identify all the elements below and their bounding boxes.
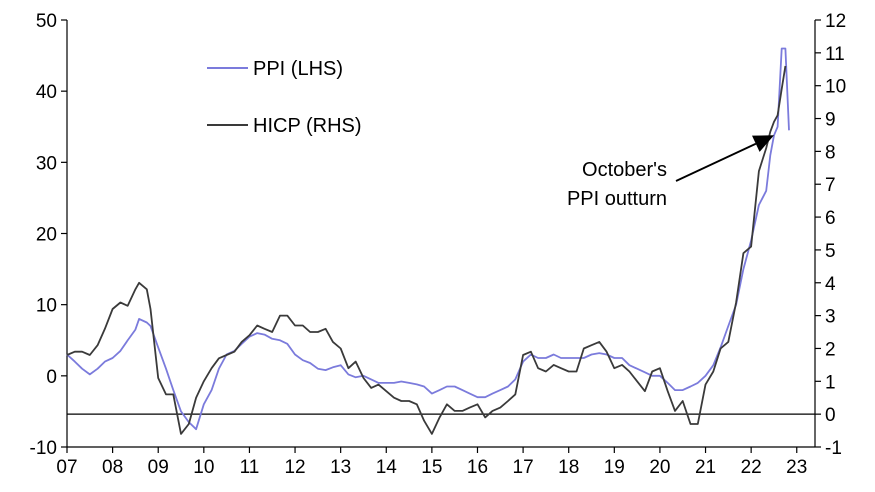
x-tick-label: 16 [467, 457, 488, 478]
hicp-series-line [66, 65, 787, 435]
x-tick-label: 18 [558, 457, 579, 478]
x-tick-label: 10 [193, 457, 214, 478]
x-tick-label: 23 [786, 457, 807, 478]
right-tick-label: 4 [825, 274, 836, 295]
right-tick-label: 6 [825, 208, 836, 229]
x-tick-label: 08 [102, 457, 123, 478]
right-tick-label: 8 [825, 142, 836, 163]
annotation-arrow-head [752, 135, 774, 152]
left-tick-label: -10 [30, 438, 57, 459]
left-tick-label: 30 [36, 153, 57, 174]
legend-label-hicp: HICP (RHS) [253, 115, 362, 137]
left-axis-ticks: -10 0 10 20 30 40 50 [30, 11, 67, 459]
series-layer [66, 47, 790, 435]
chart-frame [66, 20, 816, 448]
x-tick-label: 15 [421, 457, 442, 478]
x-tick-label: 14 [376, 457, 398, 478]
ppi-series-line [66, 47, 790, 431]
x-tick-label: 22 [741, 457, 762, 478]
x-tick-label: 12 [284, 457, 305, 478]
annotation-arrow-shaft [675, 142, 757, 182]
annotation-text-line-2: PPI outturn [567, 188, 667, 210]
right-tick-label: -1 [825, 438, 842, 459]
legend-label-ppi: PPI (LHS) [253, 58, 343, 80]
left-tick-label: 20 [36, 225, 57, 246]
right-tick-label: 0 [825, 405, 836, 426]
right-tick-label: 5 [825, 241, 836, 262]
annotation-text-line-1: October's [582, 159, 667, 181]
right-tick-label: 10 [825, 77, 846, 98]
x-tick-label: 13 [330, 457, 351, 478]
x-tick-label: 17 [513, 457, 534, 478]
right-tick-label: 7 [825, 175, 836, 196]
left-tick-label: 10 [36, 296, 57, 317]
x-tick-label: 11 [240, 457, 260, 478]
right-tick-label: 12 [825, 11, 846, 32]
x-tick-label: 09 [148, 457, 169, 478]
right-tick-label: 9 [825, 110, 836, 131]
annotation: October's PPI outturn [567, 135, 774, 210]
x-tick-label: 20 [649, 457, 670, 478]
right-tick-label: 2 [825, 339, 836, 360]
x-tick-label: 19 [604, 457, 625, 478]
right-tick-label: 11 [825, 44, 845, 65]
x-tick-label: 21 [695, 457, 716, 478]
x-axis-ticks: 07 08 09 10 11 12 13 14 15 16 17 18 19 20 21 22 23 [56, 447, 807, 478]
right-tick-label: 1 [825, 372, 836, 393]
legend: PPI (LHS) HICP (RHS) [207, 58, 362, 137]
left-tick-label: 40 [36, 82, 57, 103]
left-tick-label: 50 [36, 11, 57, 32]
x-tick-label: 07 [56, 457, 77, 478]
right-tick-label: 3 [825, 307, 836, 328]
left-tick-label: 0 [46, 367, 57, 388]
